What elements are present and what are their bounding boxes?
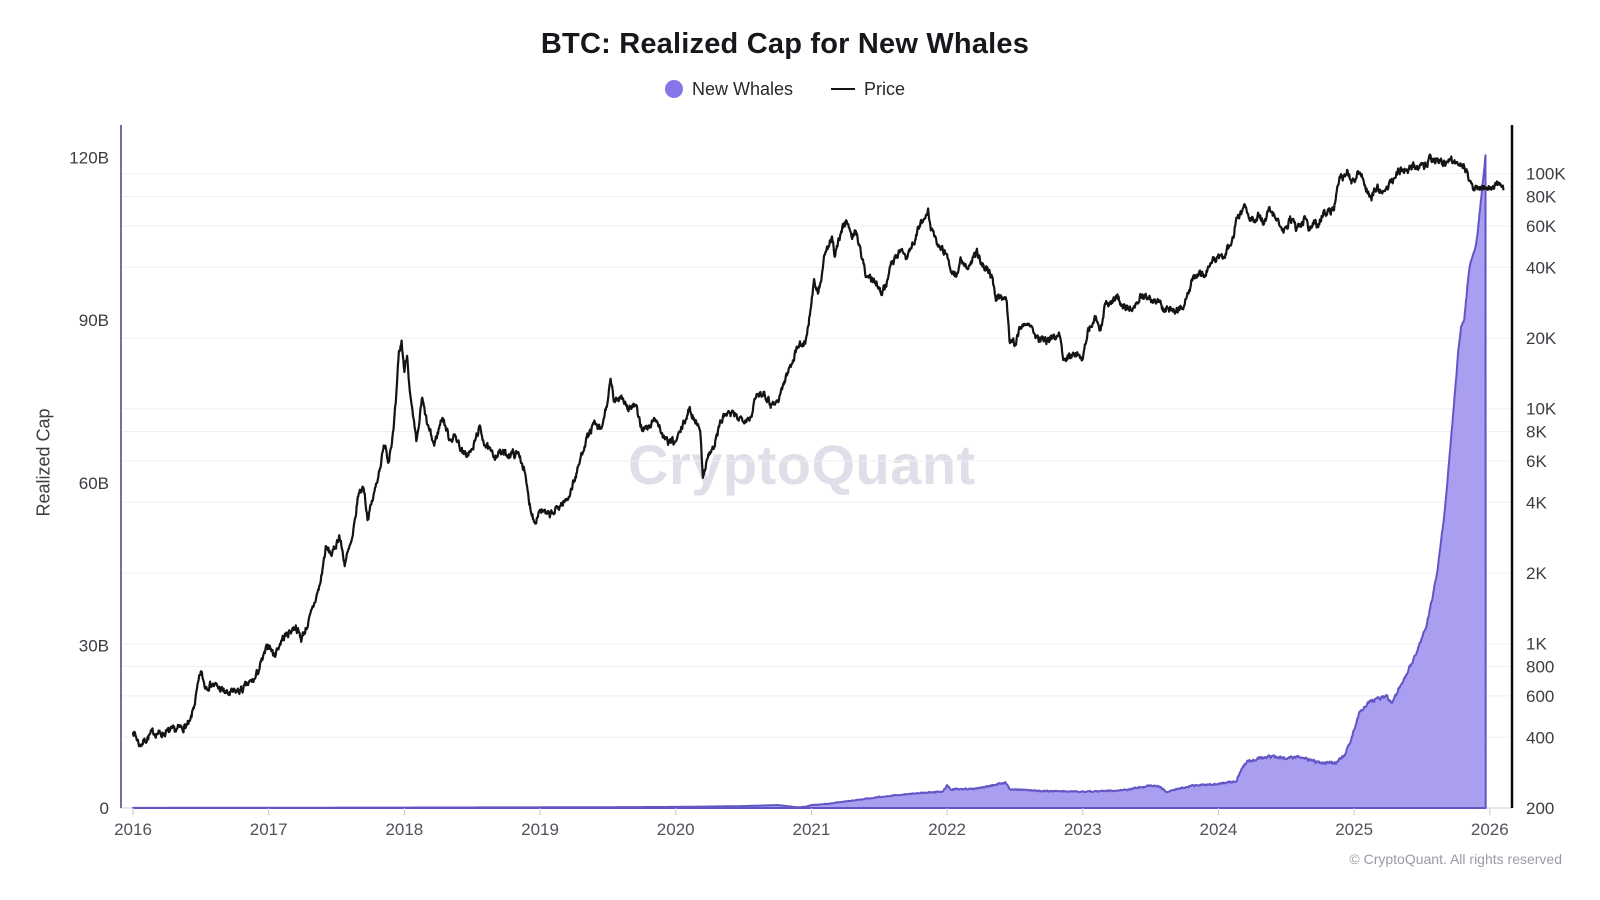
left-axis-tick-label: 120B [69, 149, 109, 168]
right-axis-tick-label: 100K [1526, 165, 1566, 184]
right-axis-tick-label: 800 [1526, 658, 1554, 677]
price-line-icon [831, 88, 855, 90]
right-axis-tick-label: 6K [1526, 452, 1547, 471]
legend: New Whales Price [0, 76, 1570, 102]
x-axis-tick-label: 2023 [1064, 820, 1102, 839]
cryptoquant-watermark: CryptoQuant [628, 433, 976, 496]
x-axis-tick-label: 2025 [1335, 820, 1373, 839]
x-axis-tick-label: 2018 [385, 820, 423, 839]
x-axis-tick-label: 2016 [114, 820, 152, 839]
x-axis-tick-label: 2024 [1200, 820, 1238, 839]
right-axis-tick-label: 600 [1526, 687, 1554, 706]
legend-item-new-whales[interactable]: New Whales [664, 78, 793, 100]
right-axis-tick-label: 40K [1526, 258, 1557, 277]
right-axis-tick-label: 10K [1526, 400, 1557, 419]
left-axis-tick-label: 90B [79, 311, 109, 330]
copyright-note: © CryptoQuant. All rights reserved [1349, 851, 1562, 867]
x-axis-tick-label: 2017 [250, 820, 288, 839]
right-axis-tick-label: 400 [1526, 728, 1554, 747]
x-axis-tick-label: 2020 [657, 820, 695, 839]
right-axis-tick-label: 80K [1526, 188, 1557, 207]
right-axis-tick-label: 200 [1526, 799, 1554, 818]
legend-item-price[interactable]: Price [831, 79, 905, 100]
new-whales-dot-icon [664, 80, 683, 98]
right-axis-tick-label: 20K [1526, 329, 1557, 348]
chart-title: BTC: Realized Cap for New Whales [540, 28, 1030, 60]
right-axis-tick-label: 8K [1526, 423, 1547, 442]
right-axis-tick-label: 4K [1526, 493, 1547, 512]
legend-label-price: Price [864, 78, 906, 99]
left-axis-tick-label: 60B [79, 474, 109, 493]
legend-label-new-whales: New Whales [691, 78, 793, 99]
x-axis-tick-label: 2019 [521, 820, 559, 839]
price-line-path [131, 153, 1505, 748]
right-axis-tick-label: 1K [1526, 635, 1547, 654]
new-whales-area-path [132, 154, 1487, 809]
left-axis-tick-label: 0 [100, 799, 109, 818]
right-axis-tick-label: 60K [1526, 217, 1557, 236]
left-axis-tick-label: 30B [79, 636, 109, 655]
x-axis-tick-label: 2022 [928, 820, 966, 839]
x-axis-tick-label: 2021 [792, 820, 830, 839]
right-axis-tick-label: 2K [1526, 564, 1547, 583]
x-axis-tick-label: 2026 [1471, 820, 1509, 839]
